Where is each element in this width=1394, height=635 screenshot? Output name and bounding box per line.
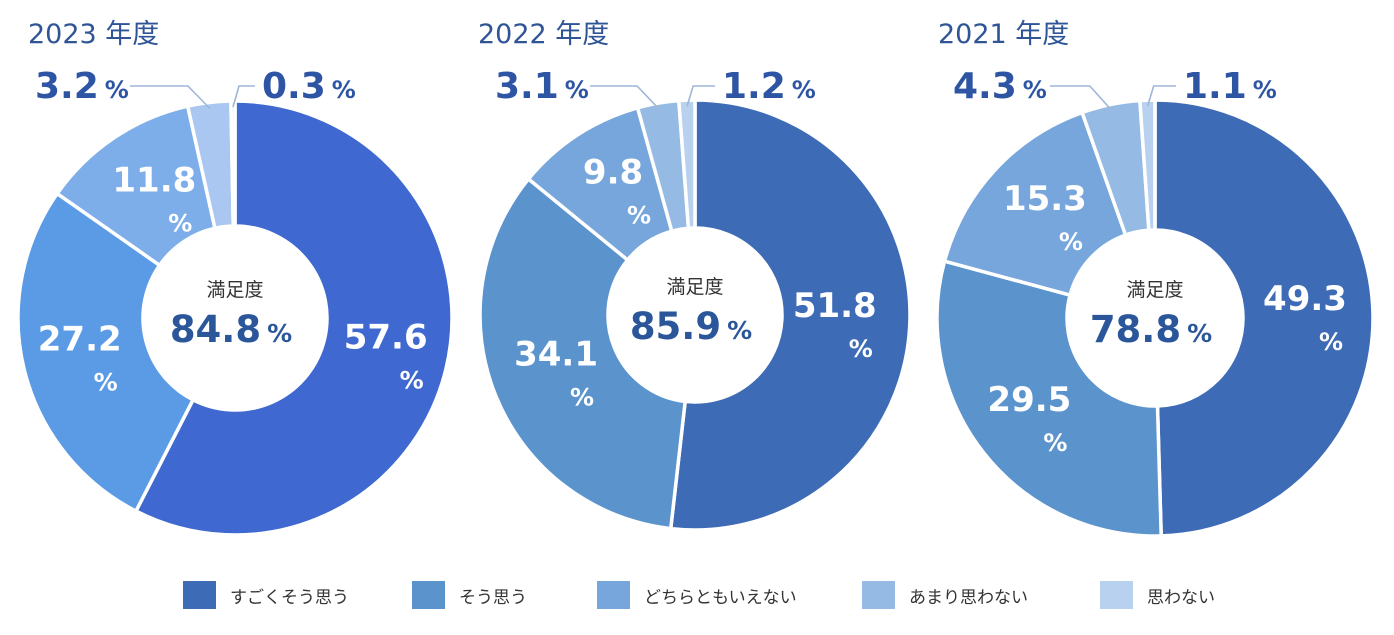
slice-outside-unit: % [105,76,129,104]
chart-title-2023: 2023 年度 [28,19,160,50]
leader-line [590,85,660,110]
center-value-unit: % [727,316,752,345]
slice-unit-label: % [168,210,192,238]
legend-item: そう思う [412,578,527,612]
legend-item: 思わない [1100,578,1215,612]
slice-outside-unit: % [1253,76,1277,104]
legend-swatch [412,581,445,609]
slice-value-label: 27.2 [38,320,122,360]
slice-unit-label: % [570,384,594,412]
slice-value-label: 11.8 [112,161,196,201]
slice-value-label: 29.5 [987,380,1071,420]
slice-value-label: 15.3 [1003,179,1087,219]
leader-line [232,85,255,108]
legend-swatch [597,581,630,609]
slice-unit-label: % [94,369,118,397]
slice-outside-label: 3.2% [35,66,129,107]
slice-value-label: 9.8 [583,152,643,192]
slice-unit-label: % [849,335,873,363]
slice-outside-unit: % [565,76,589,104]
donut-hole [1067,230,1243,406]
legend-item: すごくそう思う [183,578,349,612]
center-value-unit: % [267,319,292,348]
chart-title-2022: 2022 年度 [478,19,610,50]
slice-outside-unit: % [792,76,816,104]
chart-legend: すごくそう思う そう思う どちらともいえない あまり思わない 思わない [0,578,1394,612]
slice-outside-label: 4.3% [953,66,1047,107]
legend-swatch [862,581,895,609]
slice-unit-label: % [627,201,651,229]
donut-slice [229,99,237,228]
slice-outside-label: 0.3% [262,66,356,107]
legend-item: どちらともいえない [597,578,797,612]
slice-unit-label: % [400,366,424,394]
slice-value-label: 34.1 [514,335,598,375]
donut-hole [608,228,782,402]
center-value-unit: % [1187,319,1212,348]
slice-outside-unit: % [332,76,356,104]
legend-label: そう思う [459,587,527,608]
slice-value-label: 49.3 [1263,279,1347,319]
slice-outside-unit: % [1023,76,1047,104]
legend-label: あまり思わない [909,587,1028,608]
legend-swatch [1100,581,1133,609]
center-caption: 満足度 [206,279,263,301]
center-caption: 満足度 [1126,279,1183,301]
center-caption: 満足度 [666,276,723,298]
legend-swatch [183,581,216,609]
chart-title-2021: 2021 年度 [938,19,1070,50]
legend-label: すごくそう思う [230,587,349,608]
leader-line [130,85,211,110]
slice-outside-label: 3.1% [495,66,589,107]
legend-item: あまり思わない [862,578,1028,612]
leader-line [1050,85,1113,111]
slice-value-label: 57.6 [344,317,428,357]
slice-value-label: 51.8 [793,286,877,326]
leader-line [686,85,715,107]
legend-label: どちらともいえない [644,587,797,608]
donut-hole [143,226,327,410]
slice-unit-label: % [1319,328,1343,356]
slice-unit-label: % [1059,228,1083,256]
legend-label: 思わない [1147,587,1215,608]
leader-line [1146,85,1176,107]
slice-outside-label: 1.2% [722,66,816,107]
slice-outside-label: 1.1% [1183,66,1277,107]
slice-unit-label: % [1043,429,1067,457]
